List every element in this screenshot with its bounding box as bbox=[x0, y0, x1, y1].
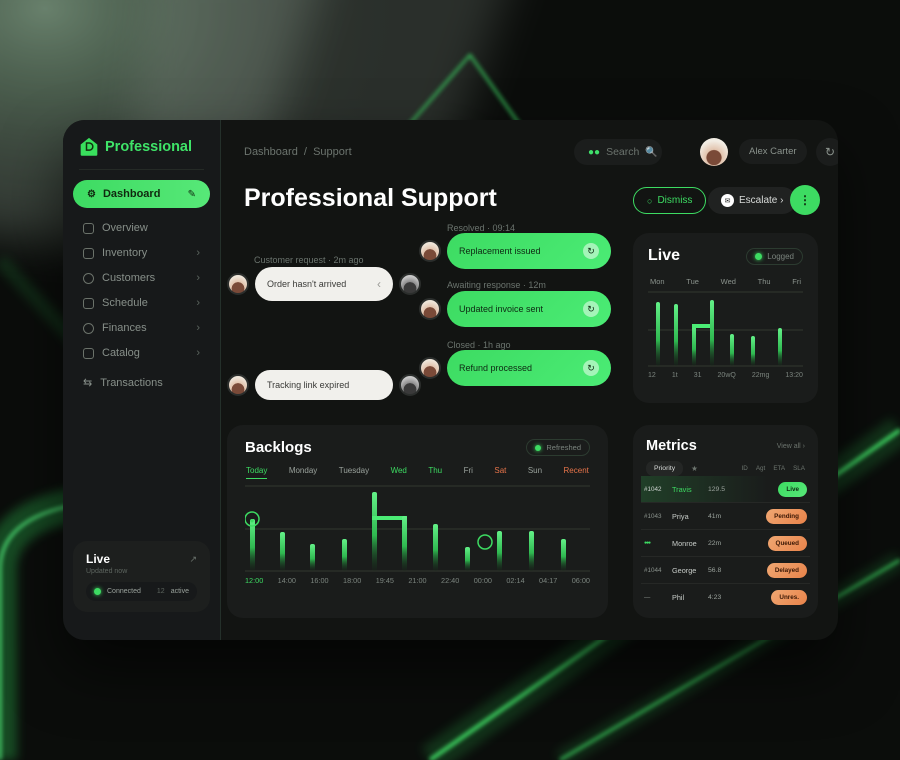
svg-text:●: ● bbox=[250, 516, 255, 525]
